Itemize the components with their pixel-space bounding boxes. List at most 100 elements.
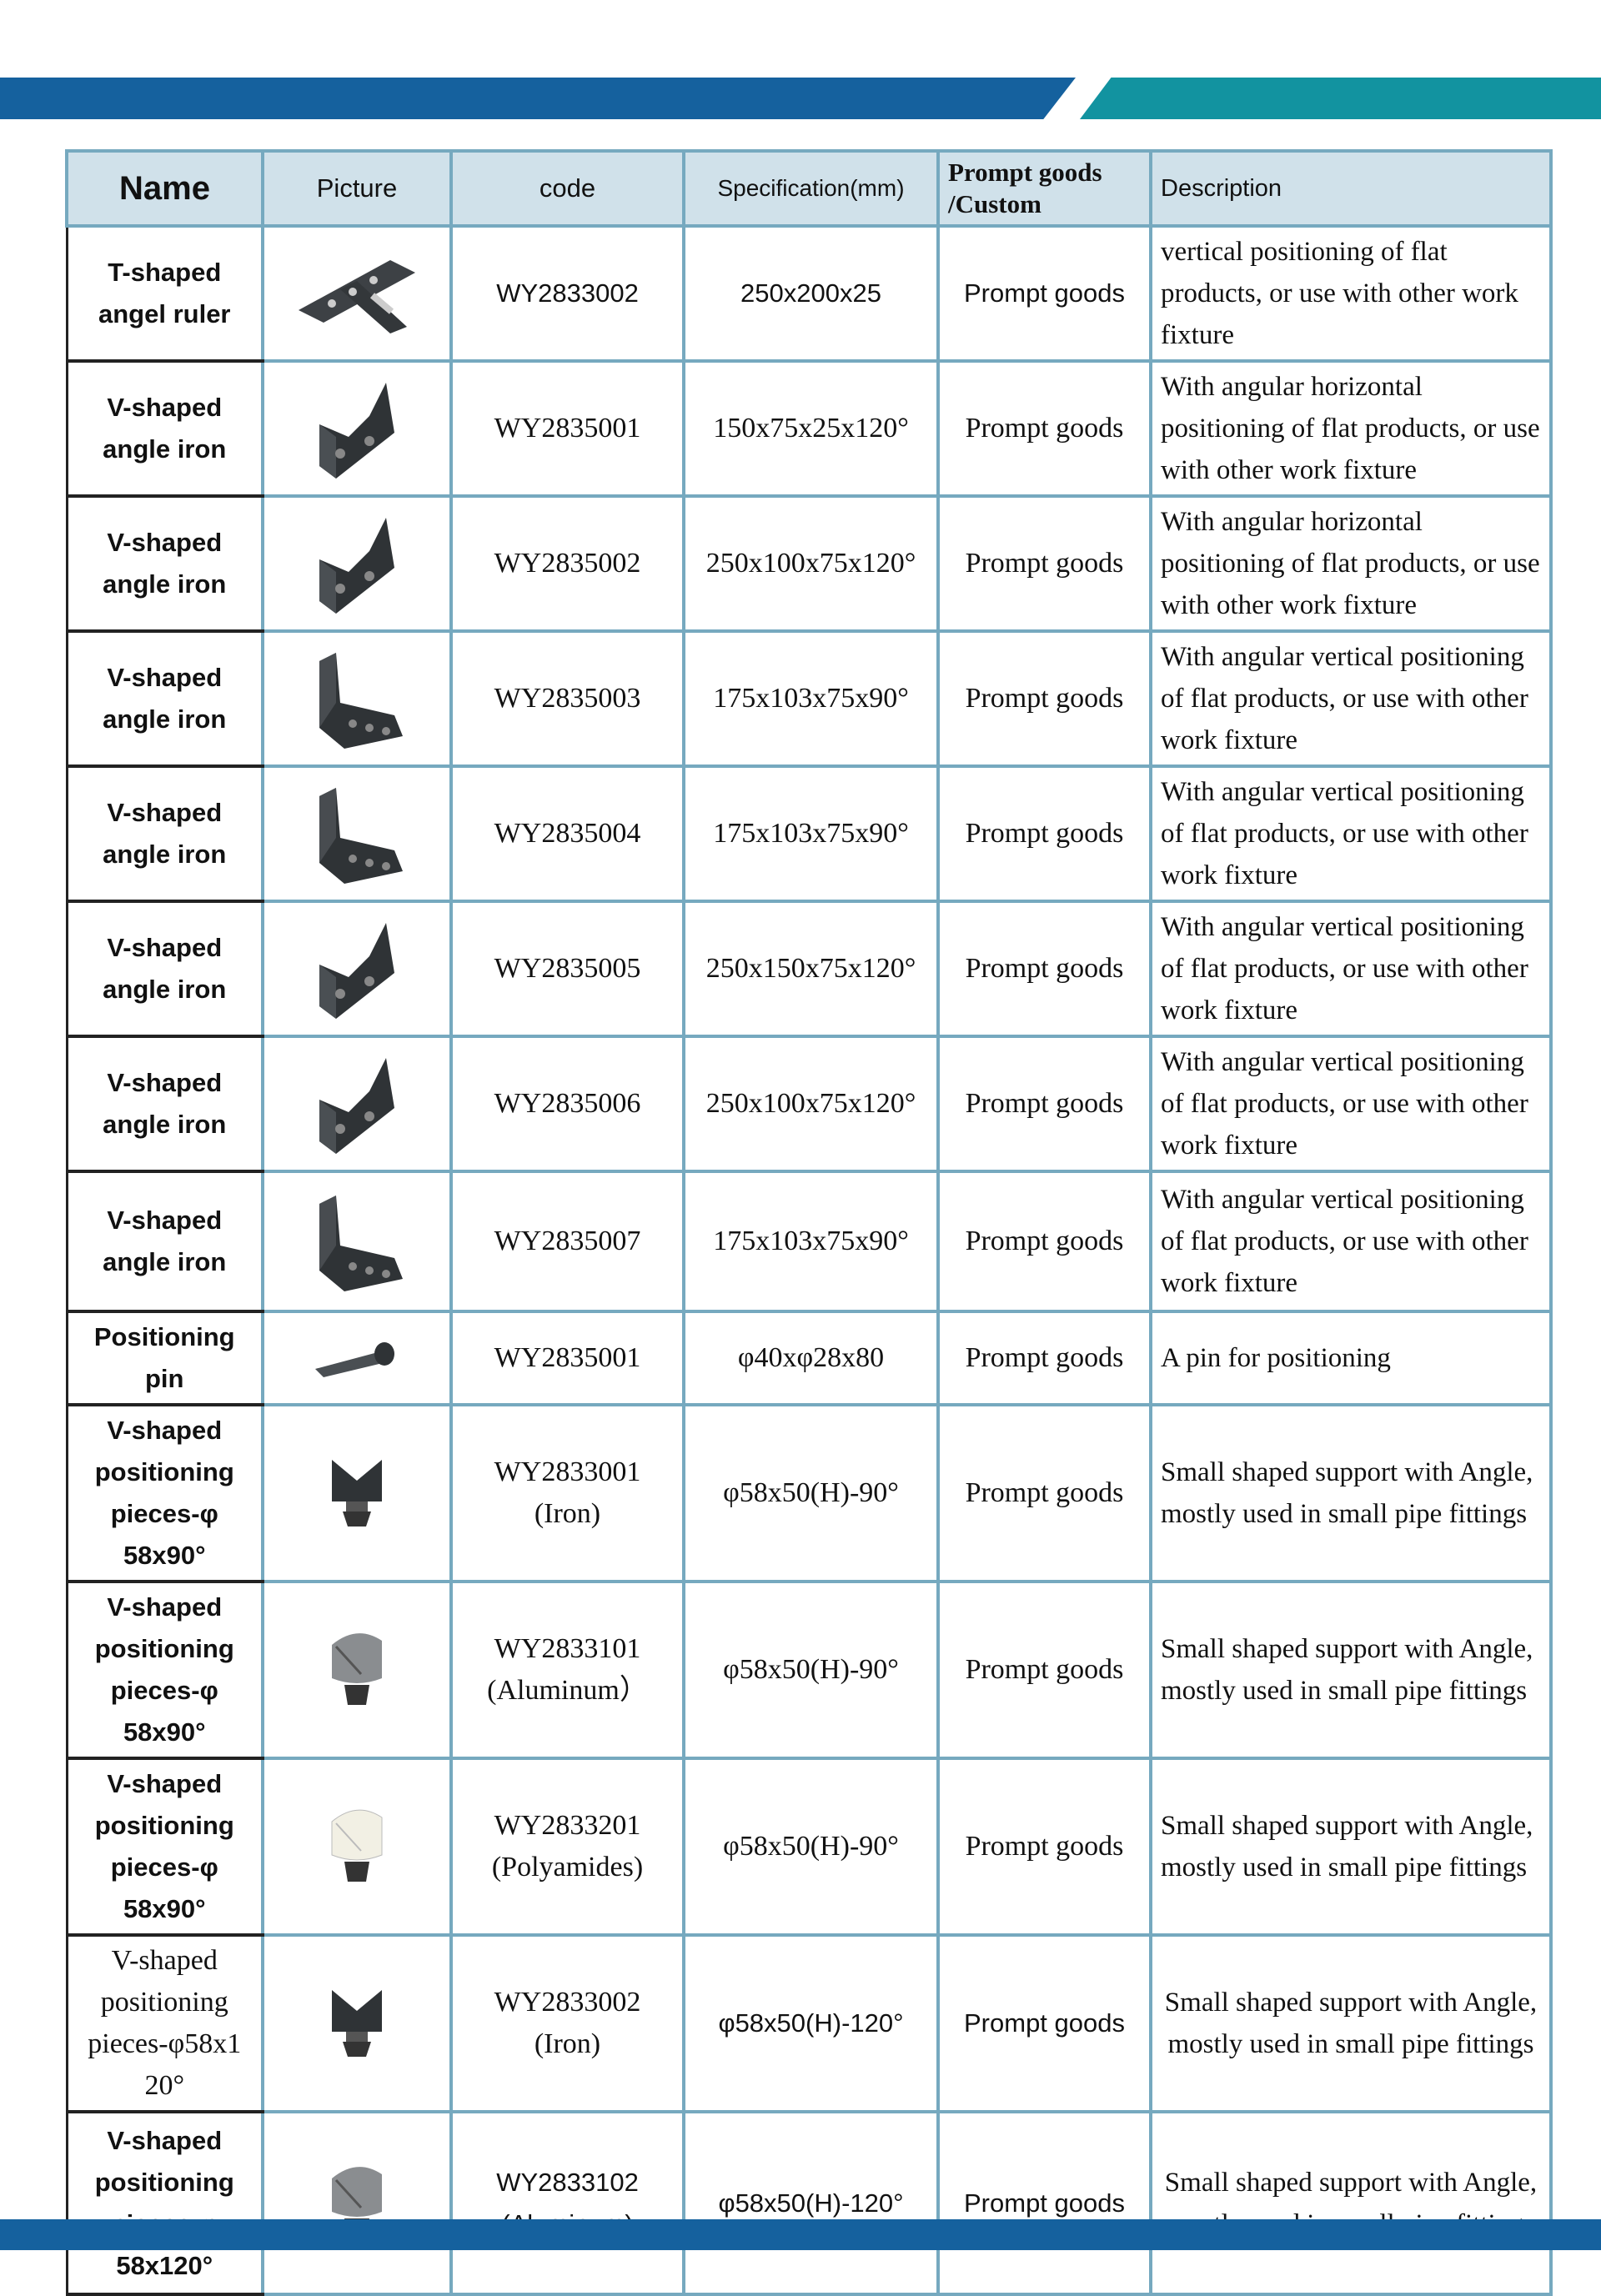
product-picture	[261, 900, 453, 1038]
product-stock-status: Prompt goods	[936, 900, 1152, 1038]
product-picture	[261, 629, 453, 768]
product-description: With angular vertical positioning of fla…	[1149, 900, 1553, 1038]
product-code: WY2835006	[449, 1035, 685, 1173]
v-angle-iron-image	[273, 915, 441, 1023]
product-code: WY2835005	[449, 900, 685, 1038]
product-stock-status: Prompt goods	[936, 1757, 1152, 1937]
t-shaped-ruler-image	[273, 252, 441, 335]
v-block-iron-image	[273, 1456, 441, 1531]
product-code: WY2833002	[449, 224, 685, 363]
product-specification: 175x103x75x90°	[682, 629, 940, 768]
product-specification: 150x75x25x120°	[682, 359, 940, 498]
header-code: code	[449, 149, 685, 228]
product-code: WY2833002 (Iron)	[449, 1933, 685, 2113]
header-specification: Specification(mm)	[682, 149, 940, 228]
v-angle-iron-image	[273, 374, 441, 483]
table-row: V-shaped angle iron WY2835002 250x100x75x1…	[65, 494, 1553, 633]
product-picture	[261, 764, 453, 903]
product-stock-status: Prompt goods	[936, 629, 1152, 768]
product-code: WY2835007	[449, 1170, 685, 1313]
product-stock-status: Prompt goods	[936, 1403, 1152, 1583]
product-name: V-shaped positioning pieces-φ 58x90°	[65, 1757, 264, 1937]
product-code: WY2833001 (Iron)	[449, 1403, 685, 1583]
header-bar-accent	[1080, 78, 1601, 119]
header-picture: Picture	[261, 149, 453, 228]
product-picture	[261, 224, 453, 363]
product-specification: φ40xφ28x80	[682, 1310, 940, 1406]
product-name: V-shaped positioning pieces-φ 58x90°	[65, 1403, 264, 1583]
product-stock-status: Prompt goods	[936, 1933, 1152, 2113]
product-picture	[261, 1170, 453, 1313]
product-name: V-shaped angle iron	[65, 900, 264, 1038]
product-description: With angular vertical positioning of fla…	[1149, 1035, 1553, 1173]
product-stock-status: Prompt goods	[936, 359, 1152, 498]
product-specification: 175x103x75x90°	[682, 764, 940, 903]
table-row: V-shaped positioning pieces-φ58x1 20° WY2…	[65, 1933, 1553, 2113]
product-name: V-shaped angle iron	[65, 1170, 264, 1313]
product-name: V-shaped angle iron	[65, 1035, 264, 1173]
footer-bar	[0, 2219, 1601, 2250]
product-picture	[261, 1035, 453, 1173]
product-specification: φ58x50(H)-90°	[682, 1580, 940, 1760]
product-code: WY2835003	[449, 629, 685, 768]
table-row: V-shaped angle iron WY2835007 175x103x75x9…	[65, 1170, 1553, 1313]
product-name: V-shaped angle iron	[65, 359, 264, 498]
product-stock-status: Prompt goods	[936, 2110, 1152, 2296]
table-row: V-shaped angle iron WY2835001 150x75x25x12…	[65, 359, 1553, 498]
product-name: V-shaped angle iron	[65, 629, 264, 768]
v-angle-iron-image	[273, 509, 441, 618]
table-row: V-shaped positioning pieces-φ 58x90° WY28…	[65, 1403, 1553, 1583]
product-picture	[261, 1933, 453, 2113]
product-description: Small shaped support with Angle, mostly …	[1149, 2110, 1553, 2296]
product-specification: φ58x50(H)-120°	[682, 2110, 940, 2296]
product-description: With angular vertical positioning of fla…	[1149, 1170, 1553, 1313]
product-description: A pin for positioning	[1149, 1310, 1553, 1406]
v-block-aluminum-image	[273, 1628, 441, 1712]
header-description: Description	[1149, 149, 1553, 228]
product-stock-status: Prompt goods	[936, 224, 1152, 363]
product-name: V-shaped positioning pieces-φ 58x90°	[65, 1580, 264, 1760]
product-description: With angular horizontal positioning of f…	[1149, 494, 1553, 633]
table-row: V-shaped angle iron WY2835003 175x103x75x9…	[65, 629, 1553, 768]
table-row: V-shaped angle iron WY2835004 175x103x75x9…	[65, 764, 1553, 903]
product-picture	[261, 1757, 453, 1937]
product-picture	[261, 1403, 453, 1583]
product-description: Small shaped support with Angle, mostly …	[1149, 1757, 1553, 1937]
product-stock-status: Prompt goods	[936, 764, 1152, 903]
product-picture	[261, 494, 453, 633]
table-header-row: Name Picture code Specification(mm) Prom…	[65, 149, 1553, 228]
product-table: Name Picture code Specification(mm) Prom…	[65, 149, 1553, 2296]
product-specification: 250x100x75x120°	[682, 1035, 940, 1173]
product-specification: 250x150x75x120°	[682, 900, 940, 1038]
product-picture	[261, 1580, 453, 1760]
product-specification: φ58x50(H)-90°	[682, 1757, 940, 1937]
product-code: WY2833102 (Aluminum)	[449, 2110, 685, 2296]
product-stock-status: Prompt goods	[936, 494, 1152, 633]
l-angle-iron-image	[273, 1187, 441, 1296]
product-description: With angular horizontal positioning of f…	[1149, 359, 1553, 498]
product-name: V-shaped positioning pieces-φ58x1 20°	[65, 1933, 264, 2113]
product-description: Small shaped support with Angle, mostly …	[1149, 1580, 1553, 1760]
table-row: V-shaped positioning pieces-φ 58x90° WY28…	[65, 1757, 1553, 1937]
table-row: V-shaped angle iron WY2835006 250x100x75x1…	[65, 1035, 1553, 1173]
product-stock-status: Prompt goods	[936, 1035, 1152, 1173]
pin-image	[273, 1337, 441, 1379]
product-code: WY2835004	[449, 764, 685, 903]
product-stock-status: Prompt goods	[936, 1170, 1152, 1313]
product-specification: φ58x50(H)-120°	[682, 1933, 940, 2113]
table-row: V-shaped angle iron WY2835005 250x150x75x1…	[65, 900, 1553, 1038]
product-picture	[261, 1310, 453, 1406]
header-stock: Prompt goods /Custom	[936, 149, 1152, 228]
table-row: V-shaped positioning pieces-φ 58x90° WY28…	[65, 1580, 1553, 1760]
product-code: WY2833101 (Aluminum）	[449, 1580, 685, 1760]
product-specification: 175x103x75x90°	[682, 1170, 940, 1313]
product-description: Small shaped support with Angle, mostly …	[1149, 1403, 1553, 1583]
product-picture	[261, 2110, 453, 2296]
product-stock-status: Prompt goods	[936, 1580, 1152, 1760]
product-description: vertical positioning of flat products, o…	[1149, 224, 1553, 363]
product-name: V-shaped angle iron	[65, 494, 264, 633]
product-code: WY2835001	[449, 1310, 685, 1406]
table-row: V-shaped positioning pieces-φ 58x120° WY2…	[65, 2110, 1553, 2296]
product-name: T-shaped angel ruler	[65, 224, 264, 363]
product-description: With angular vertical positioning of fla…	[1149, 629, 1553, 768]
